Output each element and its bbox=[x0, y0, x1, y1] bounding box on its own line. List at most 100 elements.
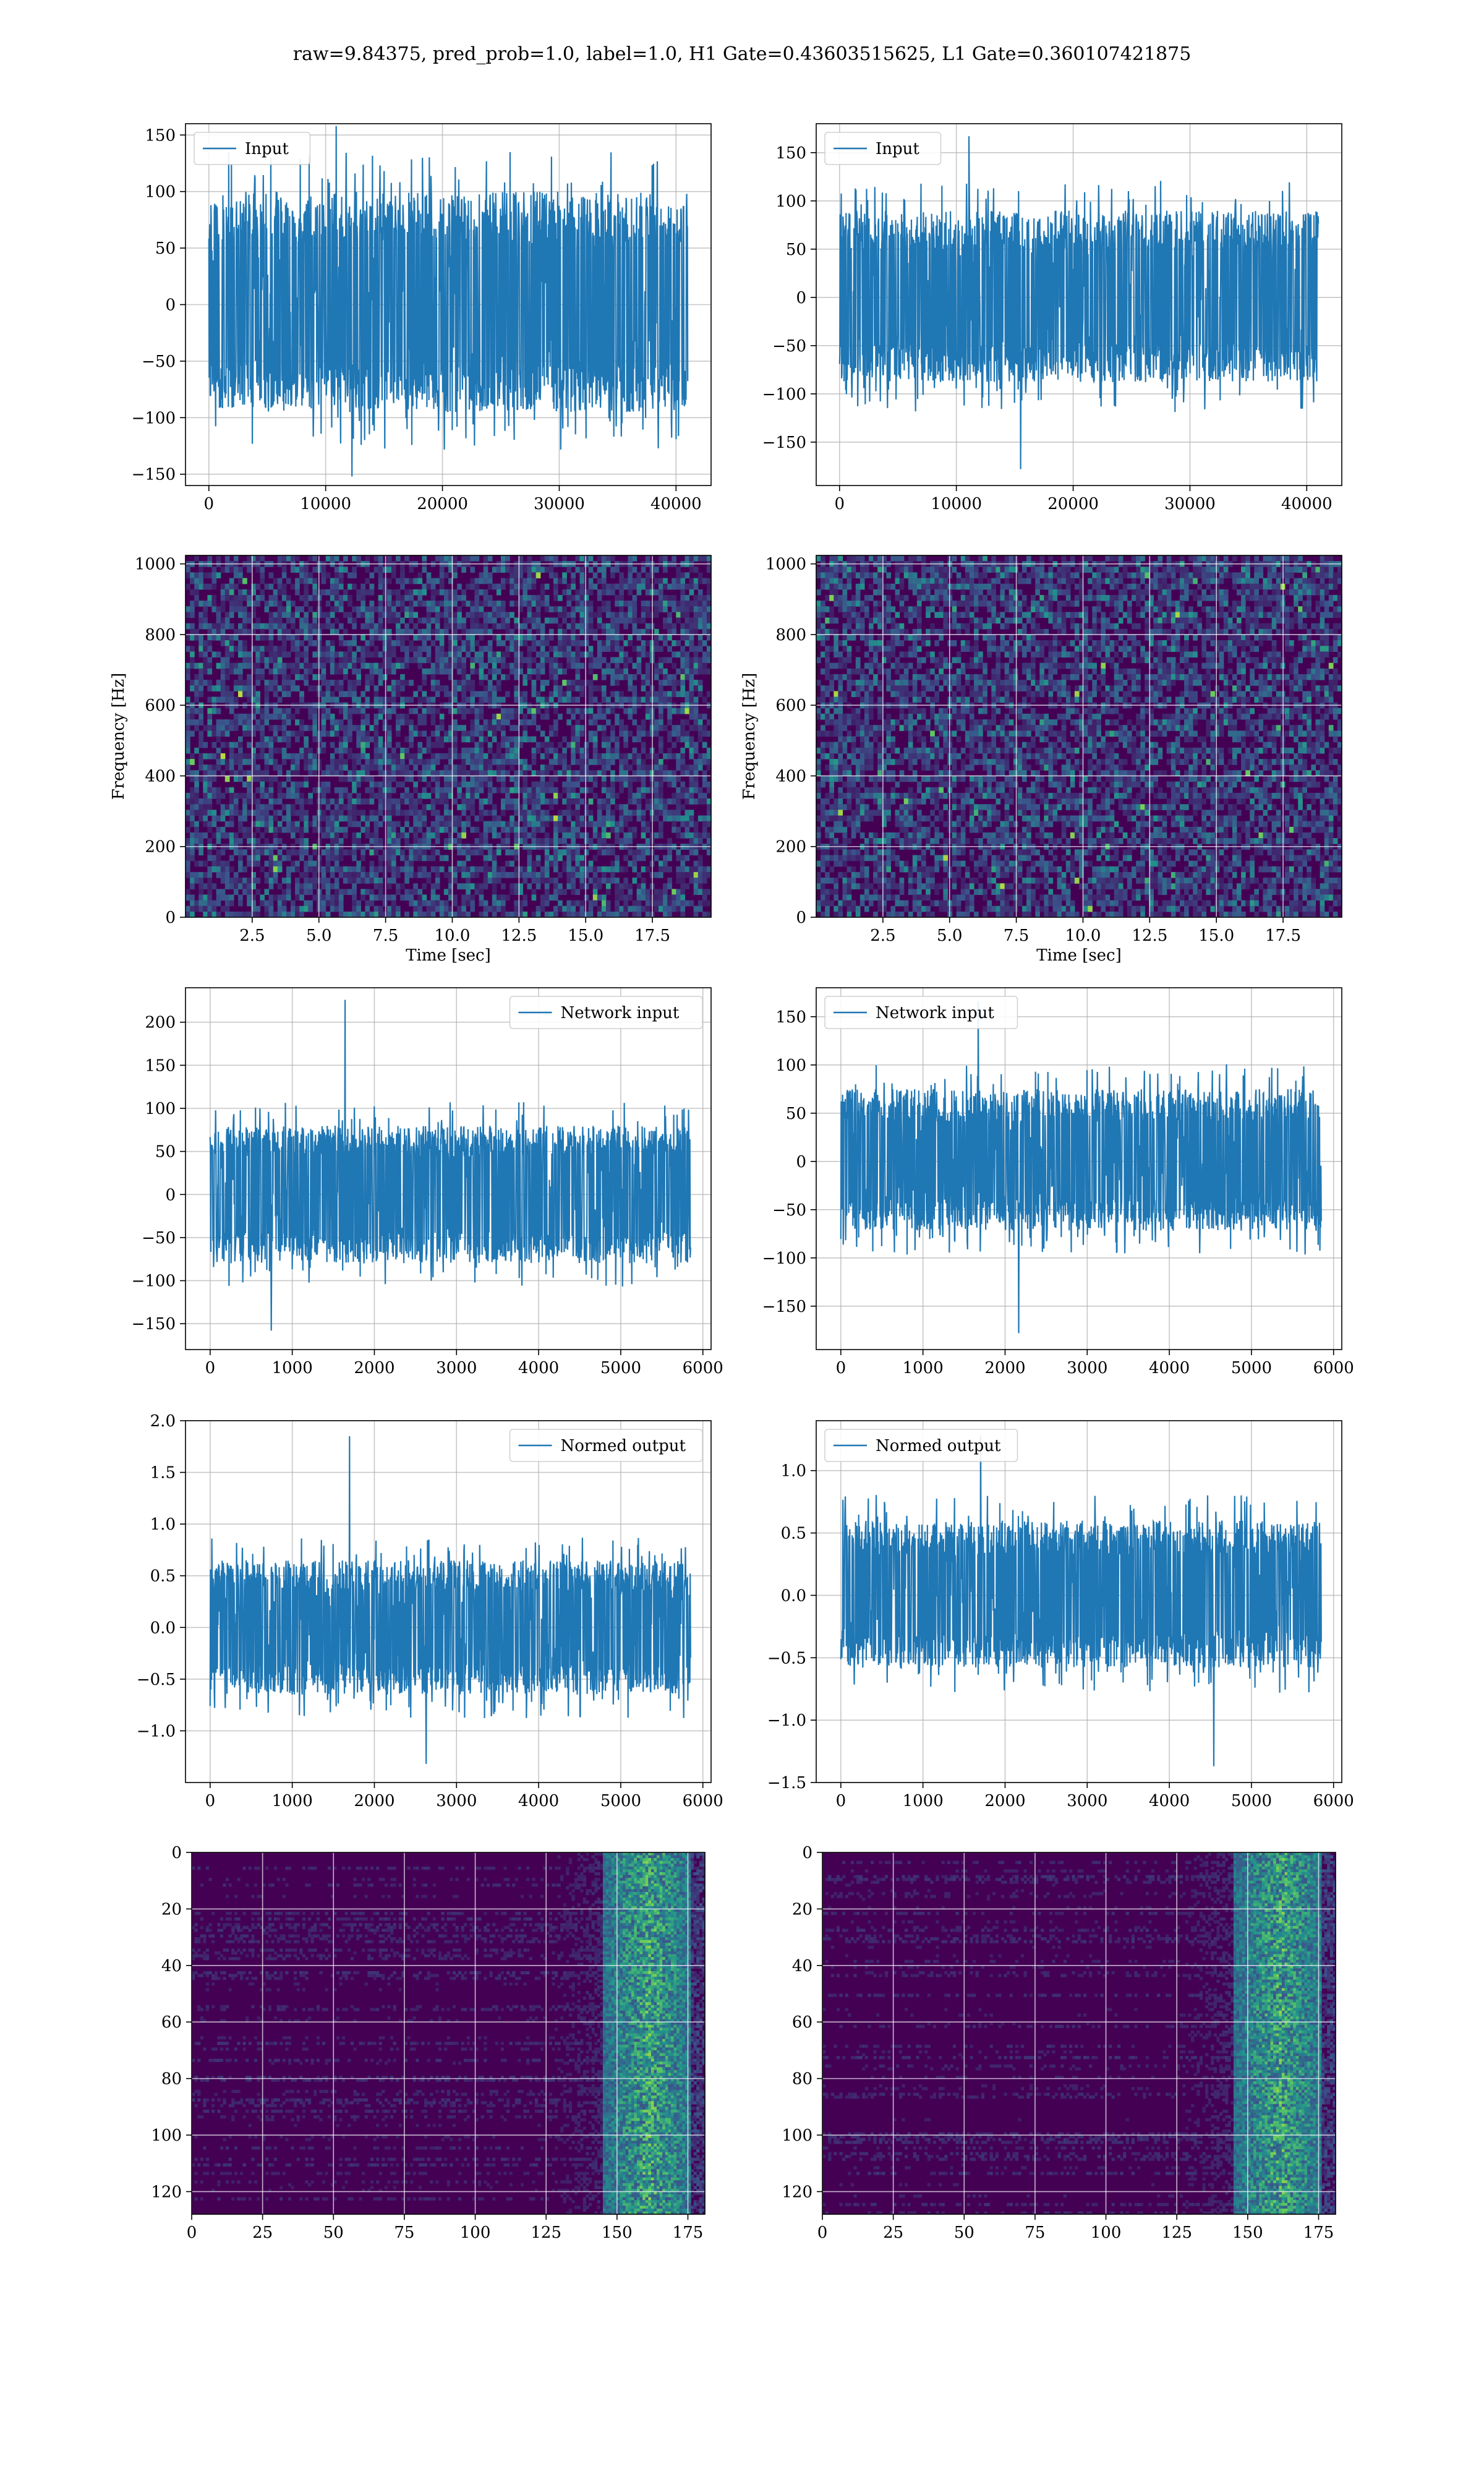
heatmap-cell bbox=[484, 725, 488, 731]
heatmap-cell bbox=[391, 691, 396, 697]
heatmap-cell bbox=[343, 589, 348, 596]
heatmap-cell bbox=[676, 691, 681, 697]
heatmap-cell bbox=[597, 595, 602, 601]
heatmap-cell bbox=[435, 555, 440, 562]
heatmap-cell bbox=[186, 827, 190, 833]
heatmap-cell bbox=[427, 748, 432, 754]
heatmap-cell bbox=[212, 697, 217, 703]
heatmap-cell bbox=[291, 640, 296, 646]
heatmap-cell bbox=[575, 793, 580, 799]
heatmap-cell bbox=[229, 798, 234, 805]
heatmap-cell bbox=[234, 798, 239, 805]
heatmap-cell bbox=[378, 804, 383, 810]
heatmap-cell bbox=[461, 663, 466, 669]
heatmap-cell bbox=[549, 629, 554, 635]
heatmap-cell bbox=[400, 629, 405, 635]
heatmap-cell bbox=[575, 708, 580, 714]
heatmap-cell bbox=[698, 572, 703, 578]
heatmap-cell bbox=[247, 714, 252, 720]
heatmap-cell bbox=[659, 821, 663, 828]
heatmap-cell bbox=[225, 640, 230, 646]
heatmap-cell bbox=[431, 894, 436, 901]
heatmap-cell bbox=[562, 889, 567, 895]
heatmap-cell bbox=[540, 651, 545, 657]
heatmap-cell bbox=[540, 776, 545, 782]
heatmap-cell bbox=[694, 861, 699, 867]
heatmap-cell bbox=[593, 827, 598, 833]
heatmap-cell bbox=[238, 810, 243, 816]
heatmap-cell bbox=[672, 584, 676, 590]
heatmap-cell bbox=[207, 878, 212, 884]
heatmap-cell bbox=[190, 629, 195, 635]
heatmap-cell bbox=[479, 816, 484, 822]
heatmap-cell bbox=[234, 635, 239, 641]
heatmap-cell bbox=[637, 669, 642, 675]
heatmap-cell bbox=[663, 584, 668, 590]
heatmap-cell bbox=[186, 730, 190, 737]
heatmap-cell bbox=[461, 697, 466, 703]
heatmap-cell bbox=[575, 595, 580, 601]
heatmap-cell bbox=[589, 730, 594, 737]
heatmap-cell bbox=[637, 894, 642, 901]
heatmap-cell bbox=[291, 861, 296, 867]
heatmap-cell bbox=[339, 680, 344, 686]
heatmap-cell bbox=[615, 618, 620, 624]
heatmap-cell bbox=[422, 691, 427, 697]
heatmap-cell bbox=[689, 849, 694, 855]
heatmap-cell bbox=[610, 725, 615, 731]
heatmap-cell bbox=[475, 867, 480, 873]
heatmap-cell bbox=[672, 578, 676, 584]
heatmap-cell bbox=[339, 759, 344, 765]
heatmap-cell bbox=[343, 742, 348, 748]
heatmap-cell bbox=[431, 719, 436, 726]
heatmap-cell bbox=[207, 804, 212, 810]
heatmap-cell bbox=[475, 584, 480, 590]
heatmap-cell bbox=[255, 861, 260, 867]
heatmap-cell bbox=[654, 804, 659, 810]
heatmap-cell bbox=[702, 601, 707, 607]
x-tick-label: 40000 bbox=[1281, 495, 1333, 513]
heatmap-cell bbox=[186, 572, 190, 578]
heatmap-cell bbox=[409, 680, 414, 686]
heatmap-cell bbox=[553, 867, 558, 873]
heatmap-cell bbox=[575, 770, 580, 776]
heatmap-cell bbox=[536, 810, 541, 816]
heatmap-cell bbox=[466, 601, 471, 607]
heatmap-cell bbox=[654, 872, 659, 878]
heatmap-cell bbox=[488, 764, 493, 771]
heatmap-cell bbox=[387, 589, 392, 596]
heatmap-cell bbox=[514, 810, 519, 816]
heatmap-cell bbox=[484, 827, 488, 833]
heatmap-cell bbox=[238, 663, 243, 669]
heatmap-cell bbox=[566, 601, 571, 607]
heatmap-cell bbox=[562, 770, 567, 776]
heatmap-cell bbox=[457, 651, 462, 657]
heatmap-cell bbox=[589, 555, 594, 562]
heatmap-cell bbox=[330, 578, 335, 584]
heatmap-cell bbox=[685, 674, 690, 680]
heatmap-cell bbox=[273, 691, 278, 697]
heatmap-cell bbox=[427, 737, 432, 743]
heatmap-cell bbox=[221, 680, 226, 686]
heatmap-cell bbox=[602, 640, 607, 646]
heatmap-cell bbox=[505, 742, 510, 748]
heatmap-cell bbox=[269, 867, 274, 873]
heatmap-cell bbox=[553, 798, 558, 805]
heatmap-cell bbox=[322, 651, 326, 657]
heatmap-cell bbox=[339, 867, 344, 873]
heatmap-cell bbox=[273, 759, 278, 765]
heatmap-cell bbox=[479, 883, 484, 889]
heatmap-cell bbox=[488, 878, 493, 884]
heatmap-cell bbox=[685, 883, 690, 889]
heatmap-cell bbox=[207, 663, 212, 669]
heatmap-cell bbox=[238, 816, 243, 822]
heatmap-cell bbox=[522, 894, 527, 901]
heatmap-cell bbox=[589, 816, 594, 822]
heatmap-cell bbox=[702, 555, 707, 562]
heatmap-cell bbox=[312, 770, 317, 776]
heatmap-cell bbox=[291, 623, 296, 630]
heatmap-cell bbox=[646, 901, 650, 907]
heatmap-cell bbox=[593, 674, 598, 680]
heatmap-cell bbox=[667, 730, 672, 737]
heatmap-cell bbox=[378, 578, 383, 584]
